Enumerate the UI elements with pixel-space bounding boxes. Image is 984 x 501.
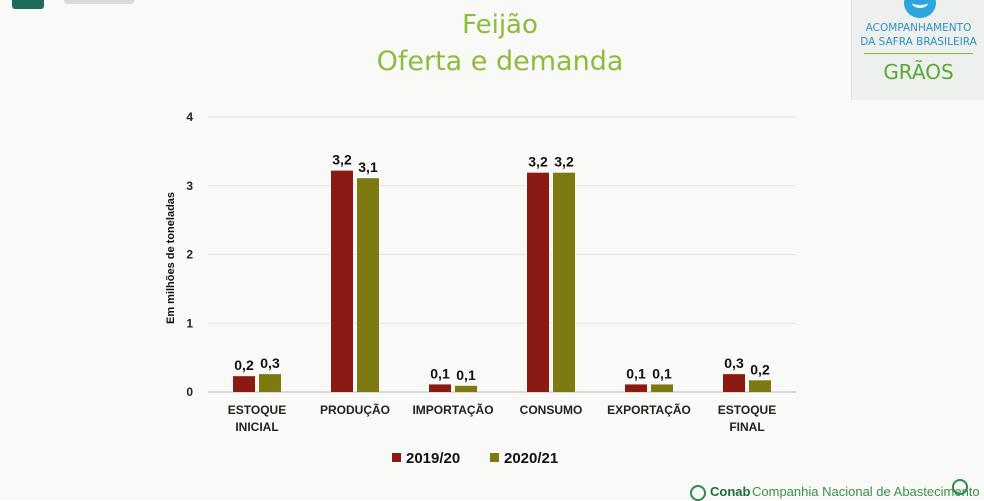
data-label: 0,2 [234, 357, 254, 373]
corner-logo-text [64, 0, 134, 4]
category-label: PRODUÇÃO [320, 402, 390, 417]
bar-2019-20 [331, 170, 353, 392]
data-label: 0,1 [652, 365, 672, 381]
bar-2019-20 [723, 374, 745, 392]
badge-line-2: DA SAFRA BRASILEIRA [860, 36, 977, 48]
chart-subtitle: Oferta e demanda [376, 46, 624, 77]
category-labels: ESTOQUE INICIAL PRODUÇÃO IMPORTAÇÃO CONSUMO E… [228, 402, 776, 434]
data-label: 0,3 [724, 355, 744, 371]
y-tick-label: 2 [186, 248, 193, 262]
bar-2019-20 [625, 384, 647, 392]
y-axis-ticks: 0 1 2 3 4 [186, 110, 193, 399]
footer-text: Companhia Nacional de Abastecimento [752, 484, 980, 499]
footer: Conab Companhia Nacional de Abasteciment… [690, 479, 984, 501]
data-label: 0,1 [430, 365, 450, 381]
data-label: 0,3 [260, 355, 280, 371]
badge-line-3: GRÃOS [883, 60, 954, 84]
conab-logo-icon [690, 485, 706, 501]
bar-2020-21 [749, 380, 771, 392]
corner-logo [12, 0, 44, 9]
legend-swatch [392, 453, 401, 462]
legend-label: 2019/20 [406, 450, 460, 467]
category-label: CONSUMO [520, 403, 583, 417]
data-label: 3,1 [358, 159, 378, 175]
y-tick-label: 3 [186, 179, 193, 193]
legend: 2019/20 2020/21 [392, 450, 558, 467]
y-tick-label: 4 [186, 110, 193, 124]
y-tick-label: 1 [186, 316, 193, 330]
category-label: INICIAL [235, 420, 278, 434]
legend-swatch [490, 453, 499, 462]
y-axis-label: Em milhões de toneladas [165, 192, 177, 324]
bar-2020-21 [455, 385, 477, 392]
data-label: 3,2 [332, 152, 352, 168]
bar-2019-20 [233, 376, 255, 392]
bar-2019-20 [429, 384, 451, 392]
footer-brand: Conab [710, 484, 751, 499]
chart-title: Feijão [462, 10, 538, 40]
bar-2019-20 [527, 172, 549, 392]
bar-2020-21 [553, 172, 575, 392]
data-label: 3,2 [528, 154, 548, 170]
legend-label: 2020/21 [504, 450, 558, 467]
data-label: 3,2 [554, 154, 574, 170]
data-labels: 0,2 0,3 3,2 3,1 0,1 0,1 3,2 3,2 0,1 0,1 0,3 0,2 [234, 152, 770, 383]
conab-seal-icon [952, 479, 968, 495]
category-label: FINAL [729, 420, 764, 434]
y-tick-label: 0 [186, 385, 193, 399]
category-label: ESTOQUE [228, 403, 286, 417]
badge-divider [864, 53, 973, 54]
data-label: 0,1 [456, 367, 476, 383]
safra-badge: ACOMPANHAMENTO DA SAFRA BRASILEIRA GRÃOS [851, 0, 984, 100]
category-label: EXPORTAÇÃO [607, 402, 691, 417]
bars [233, 170, 771, 392]
grid-lines [208, 116, 796, 393]
bar-2020-21 [651, 384, 673, 392]
category-label: ESTOQUE [718, 403, 776, 417]
bar-2020-21 [259, 374, 281, 392]
badge-line-1: ACOMPANHAMENTO [865, 22, 972, 34]
data-label: 0,1 [626, 365, 646, 381]
data-label: 0,2 [750, 361, 770, 377]
drop-icon [904, 0, 936, 18]
category-label: IMPORTAÇÃO [412, 402, 493, 417]
bar-2020-21 [357, 178, 379, 392]
